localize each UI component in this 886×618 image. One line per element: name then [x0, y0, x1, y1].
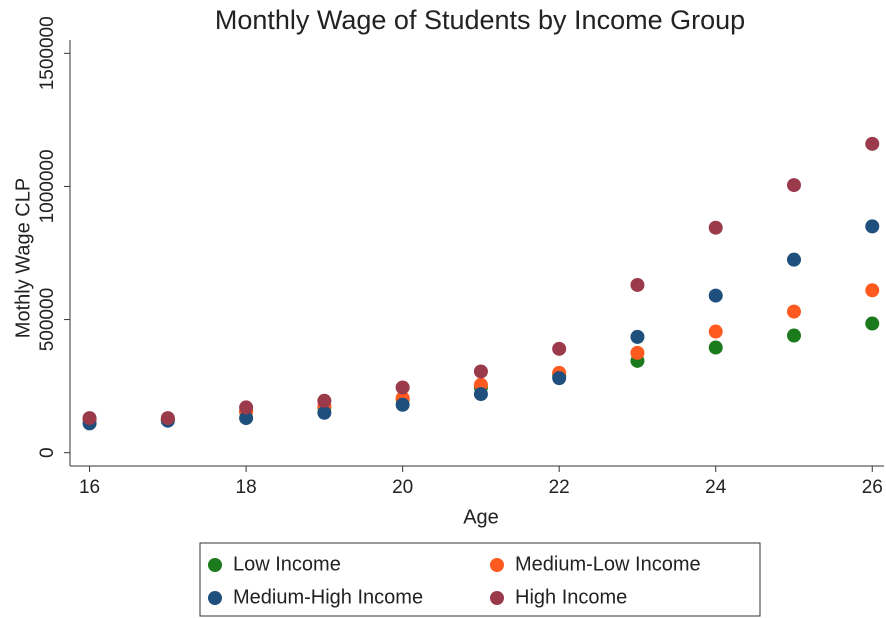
legend-box — [199, 542, 761, 617]
y-axis-label: Mothly Wage CLP — [12, 178, 34, 338]
point — [473, 364, 488, 379]
point — [317, 405, 332, 420]
legend-marker — [490, 591, 504, 605]
legend-marker — [208, 558, 222, 572]
point — [786, 178, 801, 193]
point — [395, 380, 410, 395]
x-tick-label: 24 — [705, 477, 727, 498]
point — [395, 397, 410, 412]
point — [82, 411, 97, 426]
y-tick-label: 500000 — [37, 288, 58, 351]
x-axis-label: Age — [463, 506, 499, 528]
point — [552, 371, 567, 386]
point — [317, 393, 332, 408]
x-tick-label: 20 — [392, 477, 413, 498]
y-tick-label: 1000000 — [37, 149, 58, 223]
point — [786, 252, 801, 267]
point — [786, 304, 801, 319]
point — [239, 400, 254, 415]
point — [708, 288, 723, 303]
point — [865, 283, 880, 298]
y-tick-label: 0 — [37, 447, 58, 458]
x-tick-label: 26 — [862, 477, 883, 498]
chart-title: Monthly Wage of Students by Income Group — [215, 5, 745, 35]
point — [708, 220, 723, 235]
legend-marker — [208, 591, 222, 605]
point — [708, 340, 723, 355]
y-tick-label: 1500000 — [37, 16, 58, 90]
point — [630, 345, 645, 360]
legend-label: Low Income — [233, 553, 341, 575]
legend-label: Medium-High Income — [233, 586, 423, 608]
point — [473, 387, 488, 402]
point — [708, 324, 723, 339]
point — [630, 329, 645, 344]
point — [239, 411, 254, 426]
x-tick-label: 16 — [79, 477, 100, 498]
point — [865, 136, 880, 151]
point — [786, 328, 801, 343]
point — [160, 411, 175, 426]
legend-label: Medium-Low Income — [515, 553, 701, 575]
x-tick-label: 18 — [236, 477, 257, 498]
legend-label: High Income — [515, 586, 627, 608]
point — [865, 219, 880, 234]
x-tick-label: 22 — [549, 477, 570, 498]
legend-marker — [490, 558, 504, 572]
point — [630, 277, 645, 292]
point — [865, 316, 880, 331]
point — [552, 341, 567, 356]
